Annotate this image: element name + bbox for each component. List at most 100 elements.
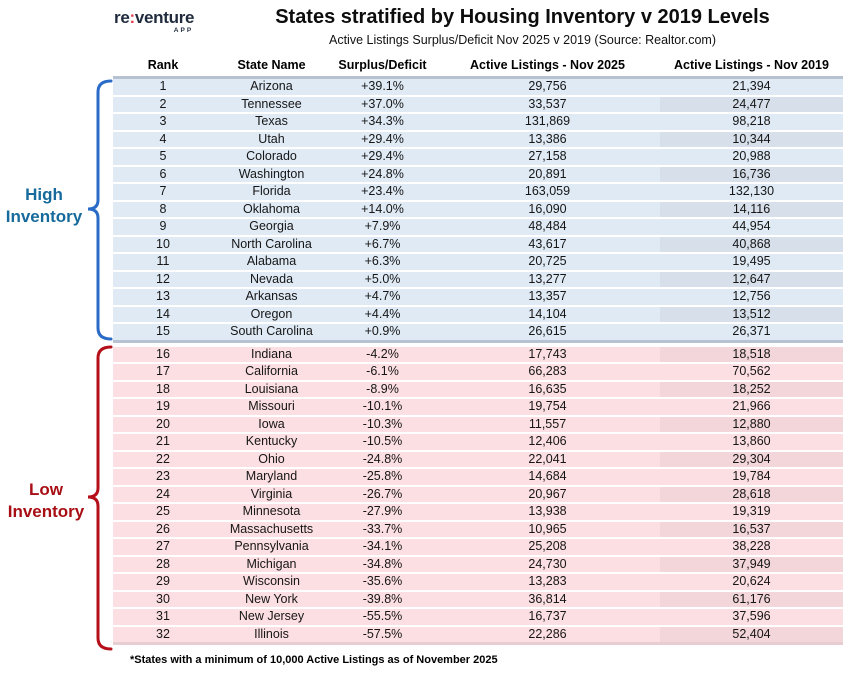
cell-nov2025: 131,869 xyxy=(435,114,660,132)
page-title: States stratified by Housing Inventory v… xyxy=(275,6,770,28)
cell-nov2019: 21,394 xyxy=(660,79,843,97)
cell-nov2019: 70,562 xyxy=(660,364,843,382)
cell-nov2025: 66,283 xyxy=(435,364,660,382)
cell-rank: 27 xyxy=(113,539,213,557)
cell-surplus: -25.8% xyxy=(330,469,435,487)
table-row: 1 Arizona +39.1% 29,756 21,394 xyxy=(113,79,843,97)
cell-nov2019: 12,647 xyxy=(660,271,843,289)
cell-surplus: +4.7% xyxy=(330,289,435,307)
cell-nov2019: 16,537 xyxy=(660,521,843,539)
column-header-surplus-deficit: Surplus/Deficit xyxy=(330,56,435,79)
table-row: 3 Texas +34.3% 131,869 98,218 xyxy=(113,114,843,132)
cell-surplus: -27.9% xyxy=(330,504,435,522)
column-header-state-name: State Name xyxy=(213,56,330,79)
cell-nov2025: 25,208 xyxy=(435,539,660,557)
cell-rank: 12 xyxy=(113,271,213,289)
cell-nov2025: 33,537 xyxy=(435,96,660,114)
logo-text-re: re xyxy=(114,8,130,27)
cell-rank: 32 xyxy=(113,626,213,645)
cell-nov2019: 20,988 xyxy=(660,149,843,167)
cell-surplus: -39.8% xyxy=(330,591,435,609)
logo-colon: : xyxy=(129,8,135,27)
table-row: 18 Louisiana -8.9% 16,635 18,252 xyxy=(113,381,843,399)
cell-surplus: +6.7% xyxy=(330,236,435,254)
cell-nov2025: 14,684 xyxy=(435,469,660,487)
cell-nov2019: 29,304 xyxy=(660,451,843,469)
cell-state: Iowa xyxy=(213,416,330,434)
cell-rank: 2 xyxy=(113,96,213,114)
cell-rank: 30 xyxy=(113,591,213,609)
cell-rank: 8 xyxy=(113,201,213,219)
cell-nov2025: 43,617 xyxy=(435,236,660,254)
cell-nov2019: 132,130 xyxy=(660,184,843,202)
cell-surplus: -34.8% xyxy=(330,556,435,574)
table-row: 5 Colorado +29.4% 27,158 20,988 xyxy=(113,149,843,167)
cell-nov2019: 26,371 xyxy=(660,324,843,343)
table-row: 24 Virginia -26.7% 20,967 28,618 xyxy=(113,486,843,504)
cell-nov2025: 17,743 xyxy=(435,342,660,364)
cell-nov2019: 18,518 xyxy=(660,342,843,364)
cell-state: Oregon xyxy=(213,306,330,324)
cell-surplus: -26.7% xyxy=(330,486,435,504)
cell-nov2019: 37,596 xyxy=(660,609,843,627)
cell-surplus: +39.1% xyxy=(330,79,435,97)
low-brace-path xyxy=(87,345,113,651)
table-row: 2 Tennessee +37.0% 33,537 24,477 xyxy=(113,96,843,114)
table-row: 25 Minnesota -27.9% 13,938 19,319 xyxy=(113,504,843,522)
cell-surplus: +34.3% xyxy=(330,114,435,132)
cell-surplus: -34.1% xyxy=(330,539,435,557)
cell-nov2025: 13,283 xyxy=(435,574,660,592)
cell-state: Ohio xyxy=(213,451,330,469)
cell-surplus: +14.0% xyxy=(330,201,435,219)
cell-rank: 31 xyxy=(113,609,213,627)
footnote: *States with a minimum of 10,000 Active … xyxy=(130,654,498,666)
page-subtitle: Active Listings Surplus/Deficit Nov 2025… xyxy=(329,33,716,47)
cell-nov2025: 20,891 xyxy=(435,166,660,184)
cell-state: Pennsylvania xyxy=(213,539,330,557)
cell-nov2019: 52,404 xyxy=(660,626,843,645)
cell-nov2019: 38,228 xyxy=(660,539,843,557)
cell-rank: 28 xyxy=(113,556,213,574)
cell-surplus: -33.7% xyxy=(330,521,435,539)
cell-nov2025: 22,041 xyxy=(435,451,660,469)
cell-surplus: -57.5% xyxy=(330,626,435,645)
cell-surplus: +23.4% xyxy=(330,184,435,202)
cell-state: Washington xyxy=(213,166,330,184)
cell-nov2025: 13,277 xyxy=(435,271,660,289)
cell-state: Virginia xyxy=(213,486,330,504)
cell-state: Oklahoma xyxy=(213,201,330,219)
cell-nov2019: 12,756 xyxy=(660,289,843,307)
table-row: 16 Indiana -4.2% 17,743 18,518 xyxy=(113,342,843,364)
cell-state: Utah xyxy=(213,131,330,149)
cell-nov2019: 21,966 xyxy=(660,399,843,417)
cell-state: New Jersey xyxy=(213,609,330,627)
table-row: 7 Florida +23.4% 163,059 132,130 xyxy=(113,184,843,202)
cell-nov2025: 16,090 xyxy=(435,201,660,219)
cell-nov2025: 20,725 xyxy=(435,254,660,272)
cell-rank: 21 xyxy=(113,434,213,452)
column-header-active-listings-2025: Active Listings - Nov 2025 xyxy=(435,56,660,79)
cell-rank: 25 xyxy=(113,504,213,522)
table-header: Rank State Name Surplus/Deficit Active L… xyxy=(113,56,843,79)
table-row: 21 Kentucky -10.5% 12,406 13,860 xyxy=(113,434,843,452)
cell-nov2025: 22,286 xyxy=(435,626,660,645)
cell-nov2019: 28,618 xyxy=(660,486,843,504)
cell-nov2019: 13,860 xyxy=(660,434,843,452)
cell-state: California xyxy=(213,364,330,382)
cell-state: Indiana xyxy=(213,342,330,364)
table-row: 13 Arkansas +4.7% 13,357 12,756 xyxy=(113,289,843,307)
table-row: 28 Michigan -34.8% 24,730 37,949 xyxy=(113,556,843,574)
cell-state: Massachusetts xyxy=(213,521,330,539)
low-inventory-rows: 16 Indiana -4.2% 17,743 18,518 17 California -6… xyxy=(113,342,843,645)
table-row: 6 Washington +24.8% 20,891 16,736 xyxy=(113,166,843,184)
title-block: States stratified by Housing Inventory v… xyxy=(200,4,845,47)
cell-surplus: -35.6% xyxy=(330,574,435,592)
reventure-logo-wordmark: re:venture xyxy=(114,9,194,27)
cell-state: Illinois xyxy=(213,626,330,645)
cell-nov2019: 19,319 xyxy=(660,504,843,522)
cell-surplus: +4.4% xyxy=(330,306,435,324)
table-row: 12 Nevada +5.0% 13,277 12,647 xyxy=(113,271,843,289)
cell-rank: 24 xyxy=(113,486,213,504)
table-row: 19 Missouri -10.1% 19,754 21,966 xyxy=(113,399,843,417)
cell-rank: 18 xyxy=(113,381,213,399)
